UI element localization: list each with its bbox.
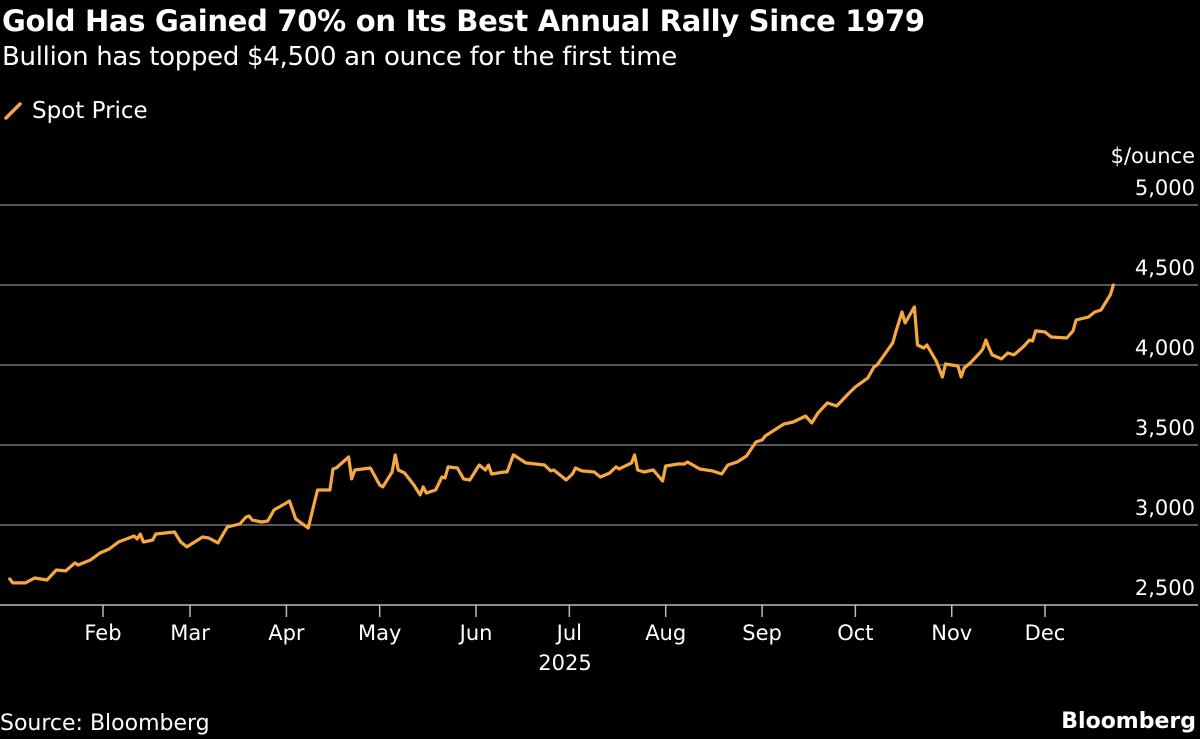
legend-label: Spot Price	[32, 98, 148, 124]
x-axis-year-label: 2025	[538, 651, 591, 675]
y-tick-label: 5,000	[1135, 176, 1195, 200]
y-tick-label: 4,000	[1135, 336, 1195, 360]
spot-price-line	[8, 283, 1115, 585]
x-tick-label: Nov	[931, 621, 972, 645]
y-axis-unit-label: $/ounce	[1111, 144, 1195, 168]
x-tick-label: Aug	[645, 621, 686, 645]
source-note: Source: Bloomberg	[0, 711, 210, 736]
x-tick-label: Apr	[268, 621, 305, 645]
x-tick-label: May	[358, 621, 401, 645]
legend-line-icon	[4, 102, 22, 120]
y-tick-label: 4,500	[1135, 256, 1195, 280]
x-tick-label: Jul	[555, 621, 582, 645]
x-tick-label: Jun	[458, 621, 493, 645]
y-tick-label: 3,000	[1135, 496, 1195, 520]
x-tick-label: Sep	[742, 621, 782, 645]
chart-title: Gold Has Gained 70% on Its Best Annual R…	[2, 4, 925, 38]
brand-logo: Bloomberg	[1061, 709, 1196, 734]
x-tick-label: Oct	[837, 621, 873, 645]
y-tick-label: 2,500	[1135, 576, 1195, 600]
chart-subtitle: Bullion has topped $4,500 an ounce for t…	[2, 42, 677, 72]
y-tick-label: 3,500	[1135, 416, 1195, 440]
x-tick-label: Mar	[170, 621, 210, 645]
x-tick-label: Dec	[1025, 621, 1066, 645]
legend: Spot Price	[4, 98, 148, 124]
x-tick-label: Feb	[84, 621, 121, 645]
